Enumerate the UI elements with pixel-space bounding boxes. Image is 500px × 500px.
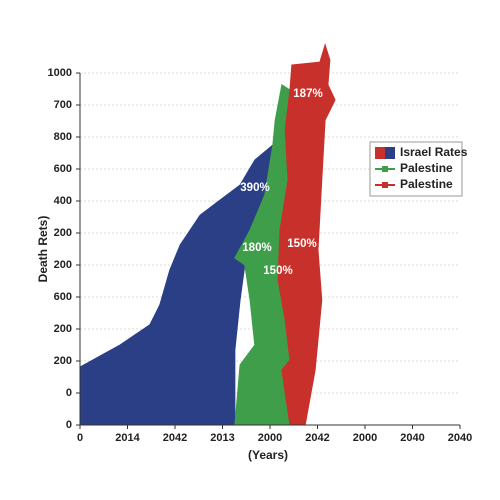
x-tick-label: 0 (77, 432, 83, 444)
x-tick-label: 2014 (115, 432, 140, 444)
x-tick-label: 2000 (258, 432, 282, 444)
legend-label: Israel Rates (400, 145, 468, 159)
annotation: 150% (263, 265, 292, 277)
x-tick-label: 2040 (448, 432, 472, 444)
annotation: 150% (287, 238, 316, 250)
y-tick-label: 800 (54, 131, 72, 143)
legend-marker (382, 182, 388, 188)
legend-label: Palestine (400, 177, 453, 191)
legend-label: Palestine (400, 161, 453, 175)
annotation: 390% (240, 182, 269, 194)
x-tick-label: 2042 (305, 432, 329, 444)
y-tick-label: 600 (54, 163, 72, 175)
annotation: 187% (293, 88, 322, 100)
y-tick-label: 700 (54, 99, 72, 111)
y-tick-label: 0 (66, 387, 72, 399)
y-tick-label: 0 (66, 419, 72, 431)
y-tick-label: 1000 (48, 67, 72, 79)
legend-swatch (375, 147, 385, 159)
y-tick-label: 200 (54, 323, 72, 335)
x-axis-label: (Years) (248, 448, 288, 462)
x-tick-label: 2042 (163, 432, 187, 444)
y-tick-label: 200 (54, 227, 72, 239)
annotation: 180% (242, 242, 271, 254)
x-tick-label: 2013 (210, 432, 234, 444)
x-tick-label: 2000 (353, 432, 377, 444)
area (277, 43, 336, 426)
x-tick-label: 2040 (400, 432, 424, 444)
legend-swatch (385, 147, 395, 159)
legend-marker (382, 166, 388, 172)
y-tick-label: 400 (54, 195, 72, 207)
y-tick-label: 600 (54, 291, 72, 303)
y-tick-label: 200 (54, 259, 72, 271)
y-tick-label: 200 (54, 355, 72, 367)
y-axis-label: Death Rets) (36, 216, 50, 283)
area (79, 143, 274, 426)
